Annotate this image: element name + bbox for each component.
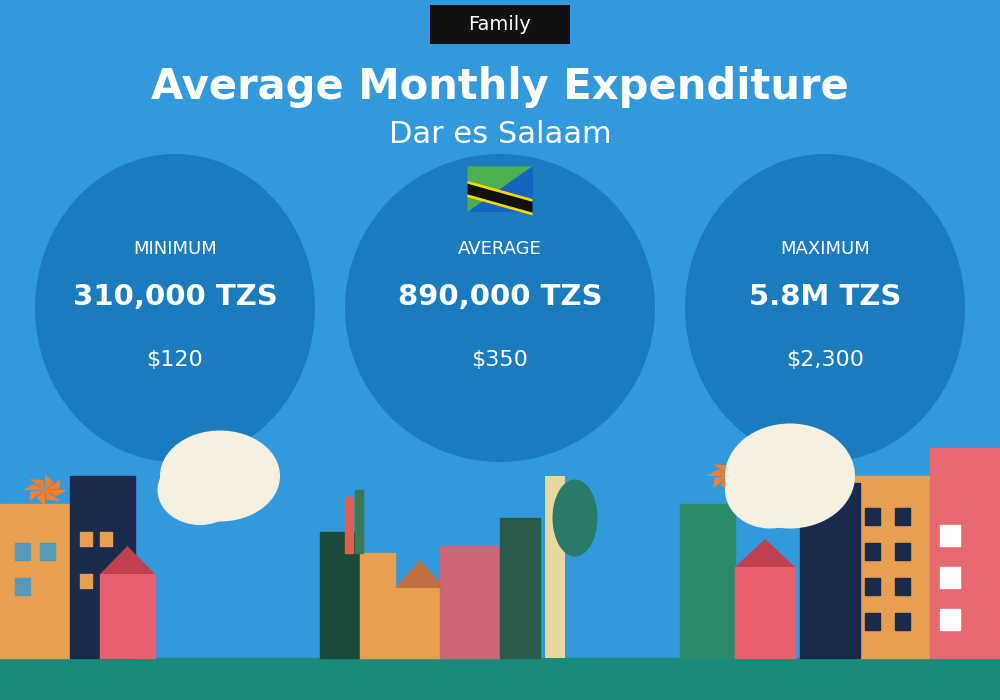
Polygon shape — [730, 476, 754, 483]
Bar — [895, 542, 910, 560]
Polygon shape — [706, 469, 730, 476]
Polygon shape — [468, 167, 532, 211]
Polygon shape — [45, 490, 67, 496]
Bar — [0, 504, 70, 658]
Text: $120: $120 — [147, 351, 203, 370]
Bar — [15, 578, 30, 595]
Text: Average Monthly Expenditure: Average Monthly Expenditure — [151, 66, 849, 108]
Text: $2,300: $2,300 — [786, 351, 864, 370]
Text: 890,000 TZS: 890,000 TZS — [398, 284, 602, 312]
Polygon shape — [100, 546, 155, 574]
Bar — [395, 588, 445, 658]
Ellipse shape — [725, 452, 815, 528]
Polygon shape — [735, 539, 795, 567]
Polygon shape — [29, 490, 45, 501]
Bar — [865, 542, 880, 560]
Bar — [355, 490, 363, 553]
Bar — [345, 497, 353, 553]
Bar — [735, 567, 795, 658]
Bar — [80, 532, 92, 546]
Ellipse shape — [685, 154, 965, 462]
Bar — [930, 448, 1000, 658]
Bar — [800, 483, 860, 658]
Bar — [940, 525, 960, 546]
Bar — [100, 574, 155, 658]
Ellipse shape — [345, 154, 655, 462]
Bar — [100, 532, 112, 546]
FancyBboxPatch shape — [430, 5, 570, 43]
Polygon shape — [29, 479, 45, 490]
Text: Family: Family — [469, 15, 531, 34]
Bar — [70, 476, 135, 658]
Bar — [680, 504, 735, 658]
Polygon shape — [468, 181, 532, 202]
Bar — [865, 578, 880, 595]
Bar — [320, 532, 360, 658]
Bar — [865, 612, 880, 630]
Polygon shape — [730, 476, 747, 488]
Polygon shape — [468, 167, 532, 211]
Text: MAXIMUM: MAXIMUM — [780, 239, 870, 258]
Bar — [360, 553, 395, 658]
Bar — [865, 508, 880, 525]
Polygon shape — [468, 195, 532, 216]
Bar — [40, 542, 55, 560]
Text: MINIMUM: MINIMUM — [133, 239, 217, 258]
Text: 310,000 TZS: 310,000 TZS — [73, 284, 277, 312]
Bar — [940, 609, 960, 630]
Bar — [80, 574, 92, 588]
Text: $350: $350 — [472, 351, 528, 370]
Polygon shape — [45, 490, 61, 501]
Polygon shape — [730, 459, 740, 476]
Ellipse shape — [35, 154, 315, 462]
Ellipse shape — [160, 430, 280, 522]
Polygon shape — [545, 476, 565, 658]
Polygon shape — [730, 464, 747, 476]
Bar — [895, 508, 910, 525]
Ellipse shape — [552, 480, 598, 556]
Polygon shape — [36, 490, 45, 505]
Bar — [440, 546, 500, 658]
Text: Dar es Salaam: Dar es Salaam — [389, 120, 611, 149]
Bar — [895, 578, 910, 595]
Ellipse shape — [158, 455, 242, 525]
Polygon shape — [45, 479, 61, 490]
Bar — [15, 542, 30, 560]
Text: AVERAGE: AVERAGE — [458, 239, 542, 258]
Polygon shape — [720, 476, 730, 493]
Polygon shape — [468, 183, 532, 213]
Bar — [500, 518, 540, 658]
Bar — [0, 658, 1000, 700]
Text: 5.8M TZS: 5.8M TZS — [749, 284, 901, 312]
Polygon shape — [23, 484, 45, 490]
Bar — [895, 612, 910, 630]
Polygon shape — [395, 560, 445, 588]
Polygon shape — [713, 476, 730, 488]
Bar — [855, 476, 930, 658]
Ellipse shape — [725, 424, 855, 528]
Polygon shape — [713, 464, 730, 476]
Bar — [940, 567, 960, 588]
Polygon shape — [45, 475, 54, 490]
